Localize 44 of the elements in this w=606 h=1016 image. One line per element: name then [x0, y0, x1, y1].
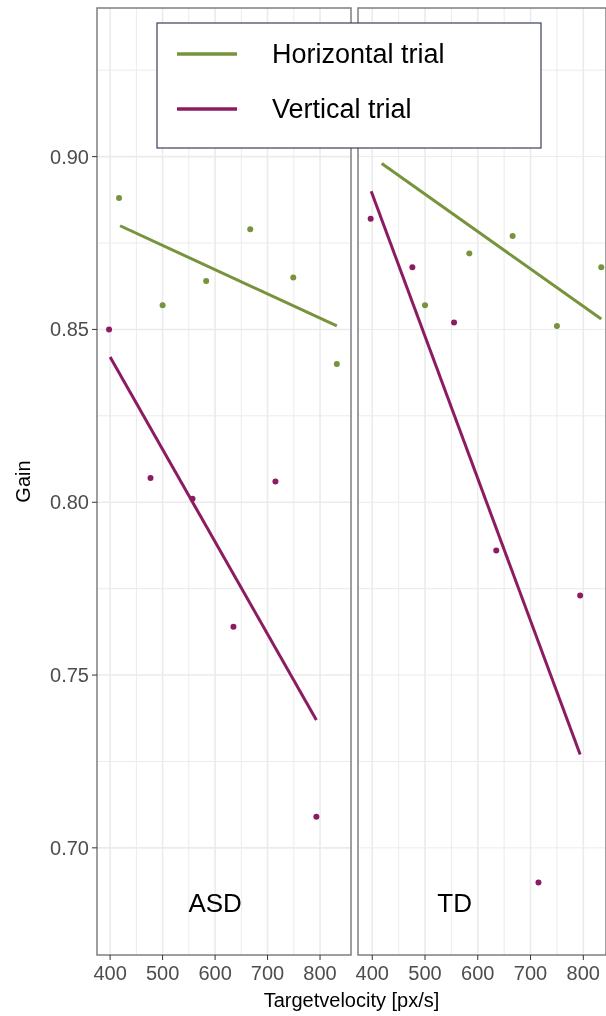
- point: [509, 233, 516, 240]
- x-tick-label: 400: [355, 962, 389, 984]
- point: [189, 495, 196, 502]
- x-axis-title: Targetvelocity [px/s]: [263, 989, 440, 1011]
- x-tick-label: 800: [566, 962, 600, 984]
- point: [272, 478, 279, 485]
- annotation: TD: [437, 888, 473, 918]
- point: [313, 813, 320, 820]
- point: [598, 264, 605, 271]
- point: [466, 250, 473, 257]
- point: [290, 274, 297, 281]
- point: [333, 360, 340, 367]
- annotation: ASD: [188, 888, 242, 918]
- point: [159, 302, 166, 309]
- point: [451, 319, 458, 326]
- point: [553, 322, 560, 329]
- point: [106, 326, 113, 333]
- y-axis-title: Gain: [12, 460, 34, 503]
- x-tick-label: 700: [250, 962, 285, 984]
- x-tick-label: 500: [408, 962, 442, 984]
- y-tick-label: 0.70: [50, 836, 89, 859]
- y-tick-label: 0.80: [50, 491, 89, 514]
- x-tick-label: 500: [145, 962, 180, 984]
- legend-label: Horizontal trial: [272, 39, 445, 70]
- x-tick-label: 600: [461, 962, 495, 984]
- point: [409, 264, 416, 271]
- legend-label: Vertical trial: [272, 94, 412, 125]
- x-tick-label: 800: [303, 962, 337, 984]
- point: [493, 547, 500, 554]
- point: [577, 592, 584, 599]
- point: [422, 302, 429, 309]
- point: [116, 195, 123, 202]
- point: [535, 879, 542, 886]
- y-tick-label: 0.75: [50, 664, 89, 687]
- y-tick-label: 0.85: [50, 318, 89, 341]
- point: [367, 215, 374, 222]
- x-tick-label: 600: [198, 962, 232, 984]
- point: [230, 623, 237, 630]
- x-tick-label: 400: [93, 962, 127, 984]
- point: [203, 278, 210, 285]
- point: [247, 226, 254, 233]
- x-tick-label: 700: [513, 962, 548, 984]
- point: [147, 475, 154, 482]
- y-tick-label: 0.90: [50, 145, 89, 168]
